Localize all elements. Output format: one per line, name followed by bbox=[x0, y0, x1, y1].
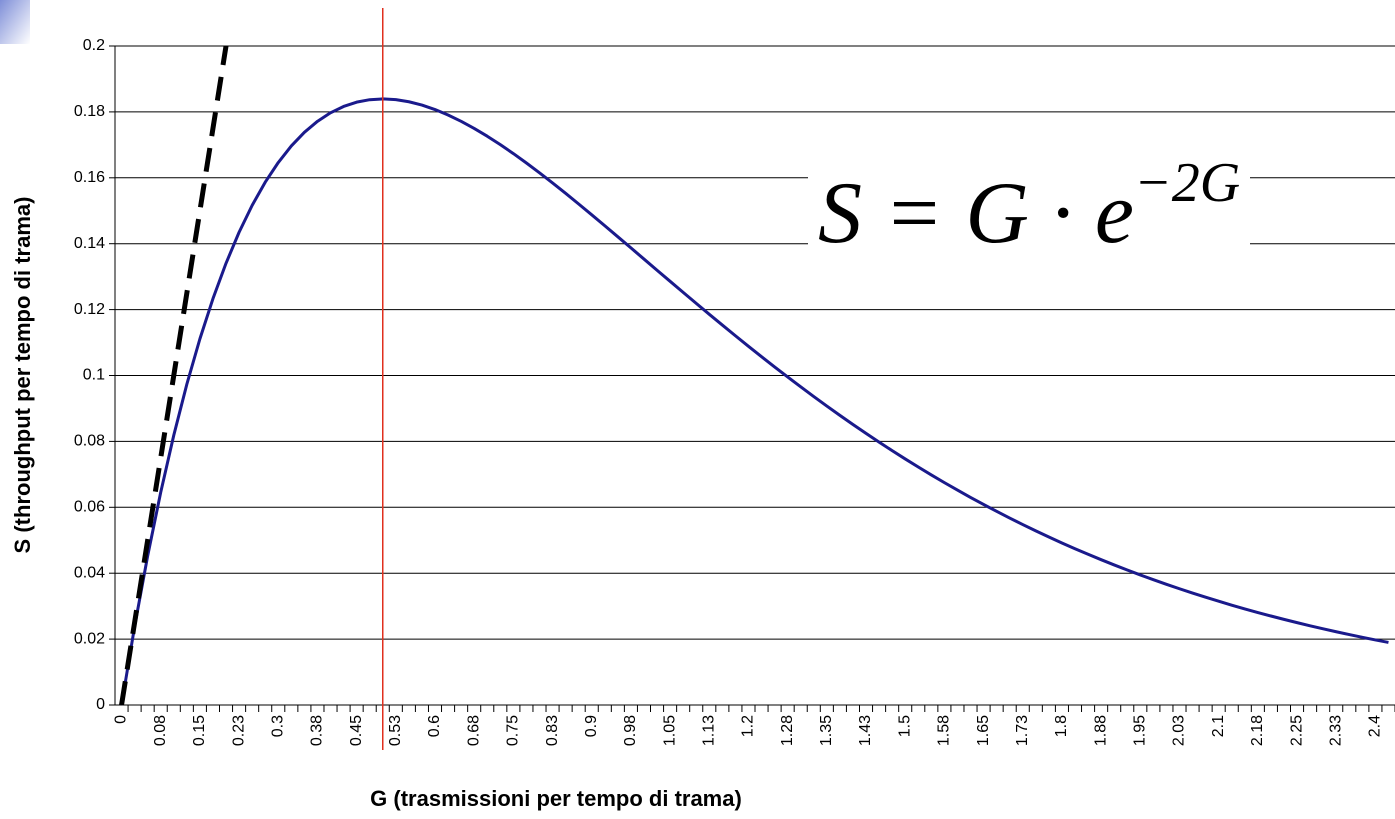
x-tick-label: 1.73 bbox=[1014, 715, 1031, 746]
y-tick-label: 0.14 bbox=[74, 235, 105, 252]
x-tick-label: 0.53 bbox=[387, 715, 404, 746]
formula-box bbox=[808, 150, 1250, 268]
x-tick-label: 0.38 bbox=[309, 715, 326, 746]
x-tick-label: 2.33 bbox=[1327, 715, 1344, 746]
x-tick-label: 0.23 bbox=[230, 715, 247, 746]
x-tick-label: 0.6 bbox=[426, 715, 443, 737]
x-tick-label: 0.15 bbox=[191, 715, 208, 746]
x-tick-label: 0 bbox=[113, 715, 130, 724]
y-tick-label: 0.16 bbox=[74, 169, 105, 186]
formula: S = G · e−2G bbox=[818, 152, 1240, 262]
x-axis-label: G (trasmissioni per tempo di trama) bbox=[370, 786, 742, 811]
y-tick-label: 0.1 bbox=[83, 367, 105, 384]
x-tick-label: 2.18 bbox=[1249, 715, 1266, 746]
x-tick-label: 1.35 bbox=[818, 715, 835, 746]
x-tick-label: 2.1 bbox=[1210, 715, 1227, 737]
plot bbox=[119, 8, 1389, 750]
x-tick-label: 1.8 bbox=[1053, 715, 1070, 737]
y-tick-label: 0.2 bbox=[83, 37, 105, 54]
x-tick-label: 0.83 bbox=[544, 715, 561, 746]
x-tick-label: 0.45 bbox=[348, 715, 365, 746]
x-tick-label: 2.25 bbox=[1288, 715, 1305, 746]
y-tick-label: 0.02 bbox=[74, 630, 105, 647]
corner-decoration bbox=[0, 0, 30, 44]
x-tick-label: 0.08 bbox=[152, 715, 169, 746]
x-tick-label: 1.43 bbox=[857, 715, 874, 746]
x-tick-label: 1.2 bbox=[740, 715, 757, 737]
y-tick-label: 0.18 bbox=[74, 103, 105, 120]
y-tick-label: 0.06 bbox=[74, 499, 105, 516]
x-tick-label: 2.4 bbox=[1367, 715, 1384, 737]
y-tick-label: 0.04 bbox=[74, 564, 105, 581]
series-line bbox=[120, 97, 1389, 706]
y-tick-label: 0.08 bbox=[74, 433, 105, 450]
grid bbox=[109, 45, 1395, 712]
x-tick-label: 2.03 bbox=[1171, 715, 1188, 746]
x-tick-label: 0.68 bbox=[465, 715, 482, 746]
x-tick-label: 1.05 bbox=[661, 715, 678, 746]
x-tick-label: 1.13 bbox=[701, 715, 718, 746]
x-tick-label: 0.3 bbox=[269, 715, 286, 737]
x-tick-label: 0.98 bbox=[622, 715, 639, 746]
x-tick-label: 1.88 bbox=[1092, 715, 1109, 746]
x-tick-label: 1.95 bbox=[1132, 715, 1149, 746]
y-axis-label: S (throughput per tempo di trama) bbox=[10, 197, 35, 554]
formula-base: S = G · e bbox=[818, 165, 1134, 262]
y-tick-label: 0.12 bbox=[74, 301, 105, 318]
x-tick-label: 1.58 bbox=[936, 715, 953, 746]
formula-exponent: −2G bbox=[1134, 152, 1240, 214]
x-tick-label: 0.9 bbox=[583, 715, 600, 737]
x-tick-label: 1.65 bbox=[975, 715, 992, 746]
y-tick-label: 0 bbox=[96, 696, 105, 713]
x-tick-label: 1.28 bbox=[779, 715, 796, 746]
x-tick-label: 0.75 bbox=[505, 715, 522, 746]
series-line bbox=[119, 45, 229, 706]
x-tick-label: 1.5 bbox=[896, 715, 913, 737]
